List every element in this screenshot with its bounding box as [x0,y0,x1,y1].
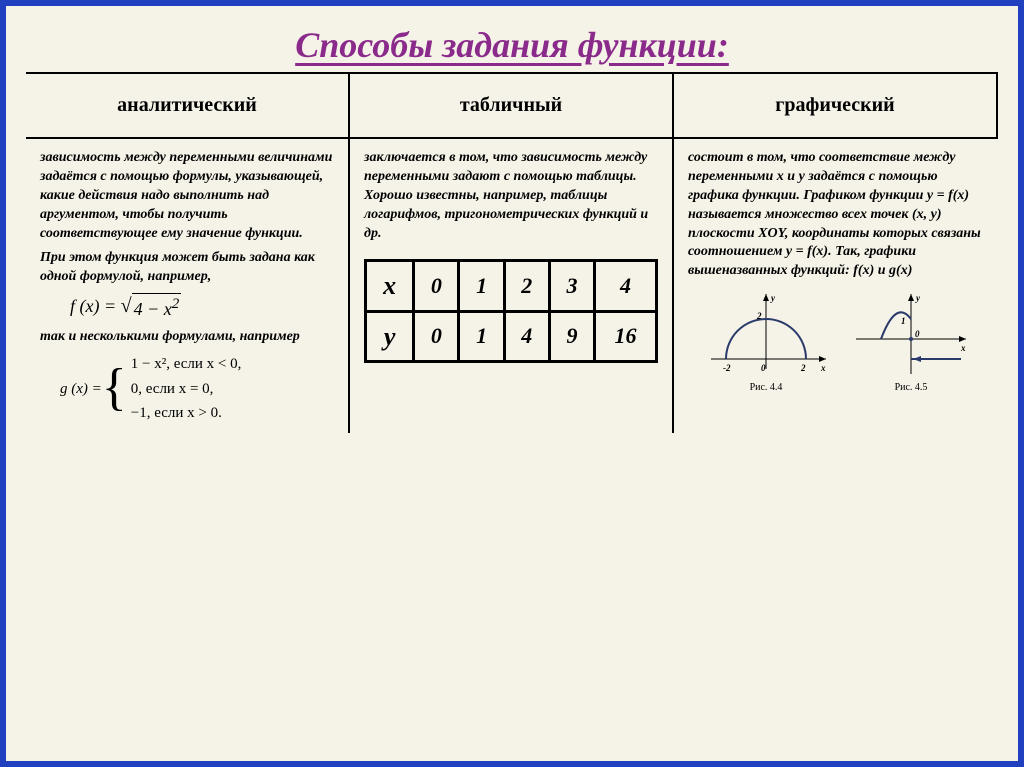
piecewise-case-2: −1, если x > 0. [131,403,242,423]
table-row-y: y 0 1 4 9 16 [366,311,657,361]
methods-grid: аналитический табличный графический зави… [26,72,998,433]
brace-icon: { [102,365,127,412]
piecewise-lhs: g (x) = [60,379,102,399]
x-1: 1 [459,261,504,311]
x-4: 4 [595,261,657,311]
formula1-sup: 2 [172,296,180,312]
x-label: x [366,261,414,311]
svg-text:2: 2 [800,363,806,373]
svg-text:y: y [770,293,776,303]
y-2: 4 [504,311,549,361]
graph2-caption: Рис. 4.5 [851,381,971,395]
piecewise-case-0: 1 − x², если x < 0, [131,354,242,374]
formula1-lhs: f (x) = [70,296,116,316]
analytical-desc1: зависимость между переменными величинами… [40,149,334,243]
y-label: y [366,311,414,361]
svg-text:0: 0 [761,363,766,373]
header-analytical: аналитический [26,74,350,139]
page-title: Способы задания функции: [6,6,1018,72]
y-1: 1 [459,311,504,361]
formula1-rhs: 4 − x [134,299,172,319]
data-table: x 0 1 2 3 4 y 0 1 4 9 16 [364,259,658,362]
piecewise-case-1: 0, если x = 0, [131,379,242,399]
sqrt-icon: √ [121,293,132,320]
svg-text:x: x [820,363,826,373]
y-3: 9 [549,311,594,361]
graph-2: 1 0 x y Рис. 4.5 [851,289,971,395]
analytical-formula1: f (x) = √ 4 − x2 [70,293,334,321]
svg-text:2: 2 [756,311,762,321]
graphs-row: -2 0 2 2 x y Рис. 4.4 [688,289,984,395]
table-row-x: x 0 1 2 3 4 [366,261,657,311]
y-4: 16 [595,311,657,361]
header-graphical: графический [674,74,998,139]
analytical-piecewise: g (x) = { 1 − x², если x < 0, 0, если x … [60,354,334,423]
header-tabular: табличный [350,74,674,139]
analytical-desc3: так и несколькими формулами, например [40,328,334,347]
content-graphical: состоит в том, что соответствие между пе… [674,139,998,433]
analytical-desc2: При этом функция может быть задана как о… [40,249,334,287]
svg-text:y: y [915,293,921,303]
svg-text:x: x [960,343,966,353]
tabular-desc: заключается в том, что зависимость между… [364,149,658,243]
content-tabular: заключается в том, что зависимость между… [350,139,674,433]
svg-text:0: 0 [915,329,920,339]
y-0: 0 [414,311,459,361]
graphical-desc: состоит в том, что соответствие между пе… [688,149,984,281]
x-2: 2 [504,261,549,311]
svg-text:1: 1 [901,316,906,326]
content-analytical: зависимость между переменными величинами… [26,139,350,433]
graph-1: -2 0 2 2 x y Рис. 4.4 [701,289,831,395]
svg-text:-2: -2 [723,363,731,373]
x-3: 3 [549,261,594,311]
x-0: 0 [414,261,459,311]
graph1-caption: Рис. 4.4 [701,381,831,395]
